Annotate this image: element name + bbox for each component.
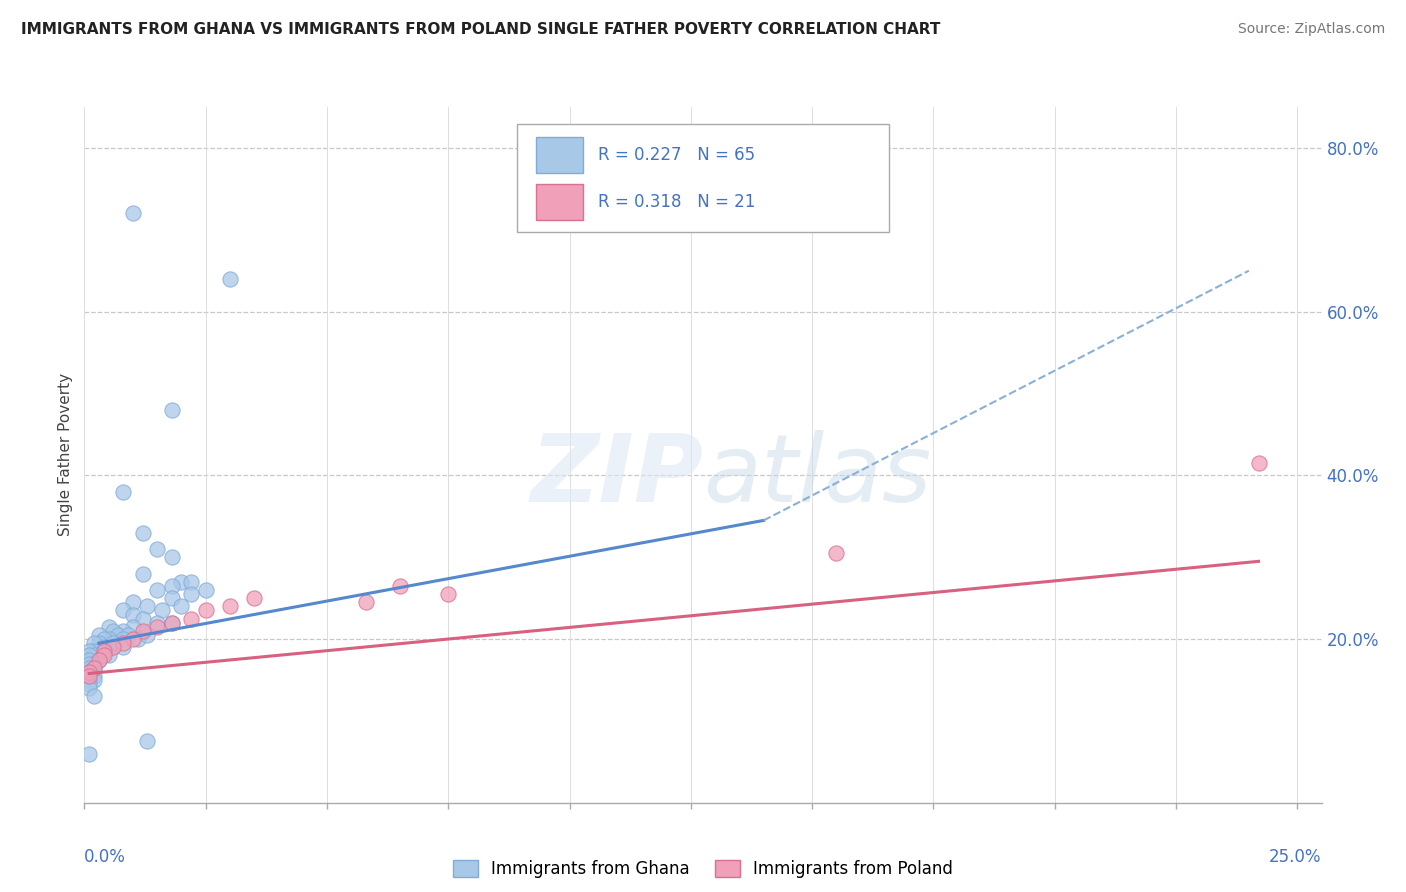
Point [77, 669, 100, 683]
Point [77, 657, 100, 671]
Text: IMMIGRANTS FROM GHANA VS IMMIGRANTS FROM POLAND SINGLE FATHER POVERTY CORRELATIO: IMMIGRANTS FROM GHANA VS IMMIGRANTS FROM… [21, 22, 941, 37]
Point [103, 636, 125, 650]
Point [131, 566, 153, 581]
Point [87, 652, 110, 666]
Point [87, 644, 110, 658]
Point [93, 644, 115, 658]
Text: Source: ZipAtlas.com: Source: ZipAtlas.com [1237, 22, 1385, 37]
Point [122, 620, 145, 634]
Point [1247, 456, 1270, 470]
Point [146, 615, 169, 630]
Point [83, 661, 105, 675]
Point [112, 636, 135, 650]
FancyBboxPatch shape [517, 124, 889, 232]
Point [103, 624, 125, 638]
Point [77, 673, 100, 687]
Point [354, 595, 377, 609]
Point [122, 206, 145, 220]
Point [93, 632, 115, 646]
Point [160, 403, 183, 417]
Point [112, 640, 135, 655]
Point [131, 612, 153, 626]
Point [122, 607, 145, 622]
Point [160, 615, 183, 630]
Text: atlas: atlas [703, 430, 931, 521]
Point [112, 632, 135, 646]
Point [194, 582, 217, 597]
Point [93, 640, 115, 655]
Point [77, 677, 100, 691]
Point [87, 636, 110, 650]
Point [170, 574, 193, 589]
Point [83, 690, 105, 704]
Point [146, 620, 169, 634]
Point [122, 595, 145, 609]
Point [93, 644, 115, 658]
Point [146, 542, 169, 557]
Point [127, 632, 149, 646]
Point [77, 644, 100, 658]
Point [87, 652, 110, 666]
Legend: Immigrants from Ghana, Immigrants from Poland: Immigrants from Ghana, Immigrants from P… [446, 854, 960, 885]
Point [437, 587, 460, 601]
Point [131, 624, 153, 638]
Point [180, 574, 202, 589]
Point [180, 587, 202, 601]
Point [219, 272, 242, 286]
Point [160, 550, 183, 565]
Point [136, 628, 159, 642]
Point [160, 615, 183, 630]
Point [77, 747, 100, 761]
Point [136, 599, 159, 614]
Point [117, 628, 139, 642]
Point [97, 632, 120, 646]
Point [83, 644, 105, 658]
Point [107, 628, 129, 642]
Bar [536, 184, 583, 219]
Point [87, 628, 110, 642]
Point [160, 591, 183, 606]
Point [136, 734, 159, 748]
Point [83, 648, 105, 663]
Point [77, 661, 100, 675]
Point [77, 648, 100, 663]
Point [83, 661, 105, 675]
Bar [536, 137, 583, 173]
Text: ZIP: ZIP [530, 430, 703, 522]
Point [219, 599, 242, 614]
Point [77, 665, 100, 679]
Text: R = 0.227   N = 65: R = 0.227 N = 65 [598, 146, 755, 164]
Point [825, 546, 848, 560]
Point [83, 673, 105, 687]
Point [160, 579, 183, 593]
Point [97, 648, 120, 663]
Point [243, 591, 266, 606]
Point [83, 657, 105, 671]
Text: 0.0%: 0.0% [84, 848, 127, 866]
Point [83, 669, 105, 683]
Point [122, 632, 145, 646]
Point [93, 648, 115, 663]
Point [83, 636, 105, 650]
Text: 25.0%: 25.0% [1270, 848, 1322, 866]
Point [77, 681, 100, 696]
Point [112, 603, 135, 617]
Point [131, 525, 153, 540]
Point [388, 579, 411, 593]
Point [103, 640, 125, 655]
Point [77, 669, 100, 683]
Point [97, 620, 120, 634]
Point [103, 640, 125, 655]
Point [150, 603, 173, 617]
Point [112, 624, 135, 638]
Point [146, 582, 169, 597]
Point [77, 652, 100, 666]
Point [170, 599, 193, 614]
Y-axis label: Single Father Poverty: Single Father Poverty [58, 374, 73, 536]
Point [112, 484, 135, 499]
Point [180, 612, 202, 626]
Text: R = 0.318   N = 21: R = 0.318 N = 21 [598, 193, 755, 211]
Point [77, 665, 100, 679]
Point [194, 603, 217, 617]
